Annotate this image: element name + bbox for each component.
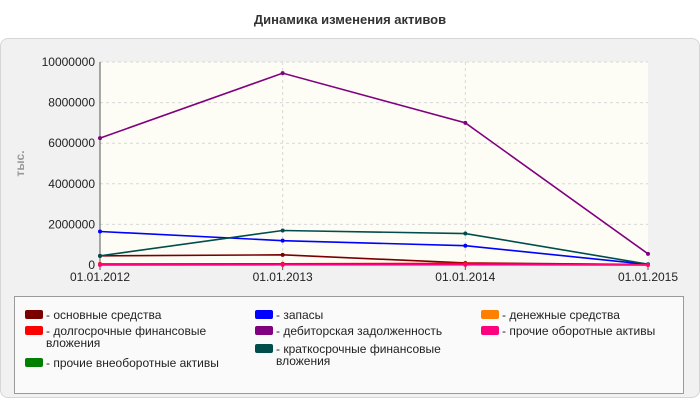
y-tick-label: 10000000 (42, 55, 96, 69)
data-point (280, 238, 285, 243)
legend-swatch (25, 310, 43, 319)
y-tick-label: 0 (88, 258, 95, 272)
legend-swatch (481, 310, 499, 319)
chart-legend: - основные средства - долгосрочные финанс… (14, 296, 684, 394)
x-tick-label: 01.01.2012 (70, 270, 130, 284)
series-line (99, 229, 649, 265)
x-tick-label: 01.01.2013 (253, 270, 313, 284)
data-point (280, 252, 285, 257)
legend-label: - денежные средства (502, 308, 620, 322)
legend-label: - прочие внеоборотные активы (46, 356, 219, 370)
series-line (99, 230, 649, 266)
data-point (463, 231, 468, 236)
legend-swatch (255, 326, 273, 335)
data-point (98, 229, 102, 234)
plot-area (100, 62, 648, 265)
series-line (99, 72, 649, 255)
data-point (98, 136, 102, 141)
y-axis-label: тыс. (13, 150, 27, 176)
data-point (98, 253, 102, 258)
legend-label: - основные средства (46, 308, 162, 322)
chart-title: Динамика изменения активов (253, 12, 447, 27)
y-tick-label: 4000000 (48, 177, 95, 191)
legend-label: - краткосрочные финансовые вложения (276, 342, 441, 368)
y-tick-label: 2000000 (48, 217, 95, 231)
legend-swatch (481, 326, 499, 335)
data-point (463, 243, 468, 248)
y-tick-label: 8000000 (48, 96, 95, 110)
data-point (98, 262, 102, 267)
legend-swatch (255, 310, 273, 319)
data-point (280, 262, 285, 267)
data-point (280, 228, 285, 233)
data-point (646, 251, 650, 256)
legend-label: - дебиторская задолженность (276, 324, 443, 338)
legend-swatch (25, 358, 43, 367)
data-point (463, 262, 468, 267)
data-point (646, 262, 650, 267)
legend-swatch (25, 326, 43, 335)
x-tick-label: 01.01.2014 (435, 270, 495, 284)
x-tick-label: 01.01.2015 (618, 270, 678, 284)
y-tick-label: 6000000 (48, 136, 95, 150)
data-point (280, 71, 285, 76)
data-point (463, 120, 468, 125)
legend-label: - прочие оборотные активы (502, 324, 656, 338)
legend-swatch (255, 344, 273, 353)
legend-label: - долгосрочные финансовые вложения (46, 324, 207, 350)
legend-label: - запасы (276, 308, 324, 322)
